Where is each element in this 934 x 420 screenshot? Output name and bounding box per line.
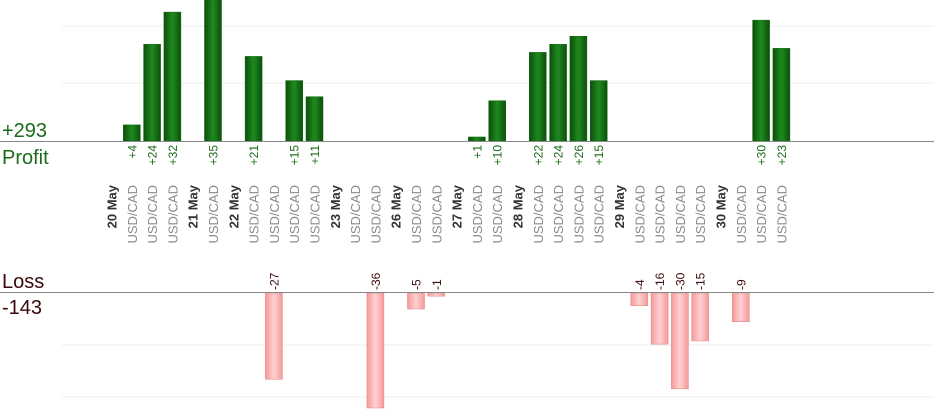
profit-bar <box>569 36 588 142</box>
profit-value-label: +24 <box>552 145 566 166</box>
profit-bar <box>163 11 182 142</box>
loss-value-label: -9 <box>734 279 748 290</box>
category-label: USD/CAD <box>368 185 383 244</box>
profit-bar <box>589 80 608 142</box>
profit-value-label: +15 <box>592 145 606 166</box>
profit-bar <box>529 52 547 142</box>
category-labels: 20 May USD/CAD USD/CAD USD/CAD 21 May USD/CAD… <box>105 184 790 243</box>
profit-value-label: +21 <box>247 145 261 166</box>
profit-value-label: +4 <box>125 145 139 159</box>
loss-bar <box>427 292 446 297</box>
profit-value-label: +22 <box>531 145 545 166</box>
profit-value-label: +26 <box>572 145 586 166</box>
date-label: 22 May <box>226 184 241 228</box>
loss-bar <box>671 292 689 390</box>
profit-value-label: +32 <box>166 145 180 166</box>
loss-gridlines <box>62 344 934 398</box>
profit-value-label: +24 <box>146 145 160 166</box>
profit-value-label: +1 <box>470 145 484 159</box>
category-label: USD/CAD <box>470 185 485 244</box>
loss-bar <box>732 292 750 322</box>
profit-caption: Profit <box>2 147 49 169</box>
loss-bar <box>265 292 283 380</box>
profit-bar <box>123 124 141 142</box>
loss-value-labels: -27 -36 -5 -1 -4 -16 -30 -15 -9 <box>267 272 748 290</box>
date-label: 23 May <box>328 184 343 228</box>
loss-bar <box>407 292 425 310</box>
loss-bar <box>630 292 649 307</box>
loss-value-label: -36 <box>369 272 383 290</box>
category-label: USD/CAD <box>632 185 647 244</box>
profit-bar <box>772 48 791 142</box>
date-label: 28 May <box>511 184 526 228</box>
category-label: USD/CAD <box>125 185 140 244</box>
category-label: USD/CAD <box>429 185 444 244</box>
profit-gridlines <box>62 25 934 84</box>
category-label: USD/CAD <box>206 185 221 244</box>
profit-value-label: +15 <box>288 145 302 166</box>
category-label: USD/CAD <box>754 185 769 244</box>
loss-value-label: -5 <box>410 279 424 290</box>
profit-value-label: +23 <box>775 145 789 166</box>
profit-bars <box>123 0 791 142</box>
profit-bar <box>305 96 324 142</box>
profit-value-label: +35 <box>207 145 221 166</box>
category-label: USD/CAD <box>693 185 708 244</box>
category-label: USD/CAD <box>145 185 160 244</box>
category-label: USD/CAD <box>247 185 262 244</box>
profit-bar <box>752 19 770 142</box>
profit-value-label: +30 <box>755 145 769 166</box>
category-label: USD/CAD <box>409 185 424 244</box>
profit-bar <box>488 100 506 142</box>
category-label: USD/CAD <box>287 185 302 244</box>
date-label: 20 May <box>105 184 120 228</box>
profit-bar <box>285 80 303 142</box>
category-label: USD/CAD <box>308 185 323 244</box>
profit-value-label: +11 <box>308 145 322 165</box>
loss-value-label: -30 <box>673 272 687 290</box>
loss-bar <box>366 292 385 409</box>
category-label: USD/CAD <box>653 185 668 244</box>
date-label: 30 May <box>714 184 729 228</box>
category-label: USD/CAD <box>165 185 180 244</box>
profit-bar <box>204 0 222 142</box>
category-label: USD/CAD <box>592 185 607 244</box>
category-label: USD/CAD <box>673 185 688 244</box>
profit-bar <box>244 56 263 142</box>
date-label: 27 May <box>450 184 465 228</box>
category-label: USD/CAD <box>267 185 282 244</box>
loss-value-label: -15 <box>694 272 708 290</box>
loss-value-label: -16 <box>653 272 667 290</box>
date-label: 26 May <box>389 184 404 228</box>
category-label: USD/CAD <box>774 185 789 244</box>
category-label: USD/CAD <box>531 185 546 244</box>
date-label: 29 May <box>612 184 627 228</box>
loss-value-label: -27 <box>267 272 281 290</box>
profit-value-labels: +4 +24 +32 +35 +21 +15 +11 +1 +10 +22 +24 +26 +15 +30… <box>125 145 789 166</box>
loss-total: -143 <box>2 297 42 319</box>
loss-value-label: -4 <box>633 279 647 290</box>
loss-bar <box>650 292 669 345</box>
category-label: USD/CAD <box>348 185 363 244</box>
loss-bar <box>691 292 709 342</box>
category-label: USD/CAD <box>490 185 505 244</box>
category-label: USD/CAD <box>551 185 566 244</box>
category-label: USD/CAD <box>571 185 586 244</box>
profit-total: +293 <box>2 120 47 142</box>
profit-value-label: +10 <box>491 145 505 166</box>
profit-bar <box>468 136 486 142</box>
loss-value-label: -1 <box>430 279 444 290</box>
category-label: USD/CAD <box>734 185 749 244</box>
loss-caption: Loss <box>2 271 44 293</box>
date-label: 21 May <box>186 184 201 228</box>
profit-bar <box>549 44 567 142</box>
profit-bar <box>143 44 161 142</box>
loss-bars <box>265 292 750 409</box>
